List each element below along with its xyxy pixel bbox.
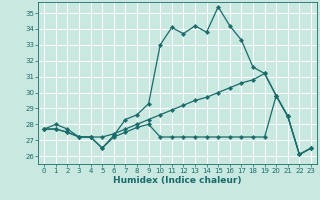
X-axis label: Humidex (Indice chaleur): Humidex (Indice chaleur) bbox=[113, 176, 242, 185]
